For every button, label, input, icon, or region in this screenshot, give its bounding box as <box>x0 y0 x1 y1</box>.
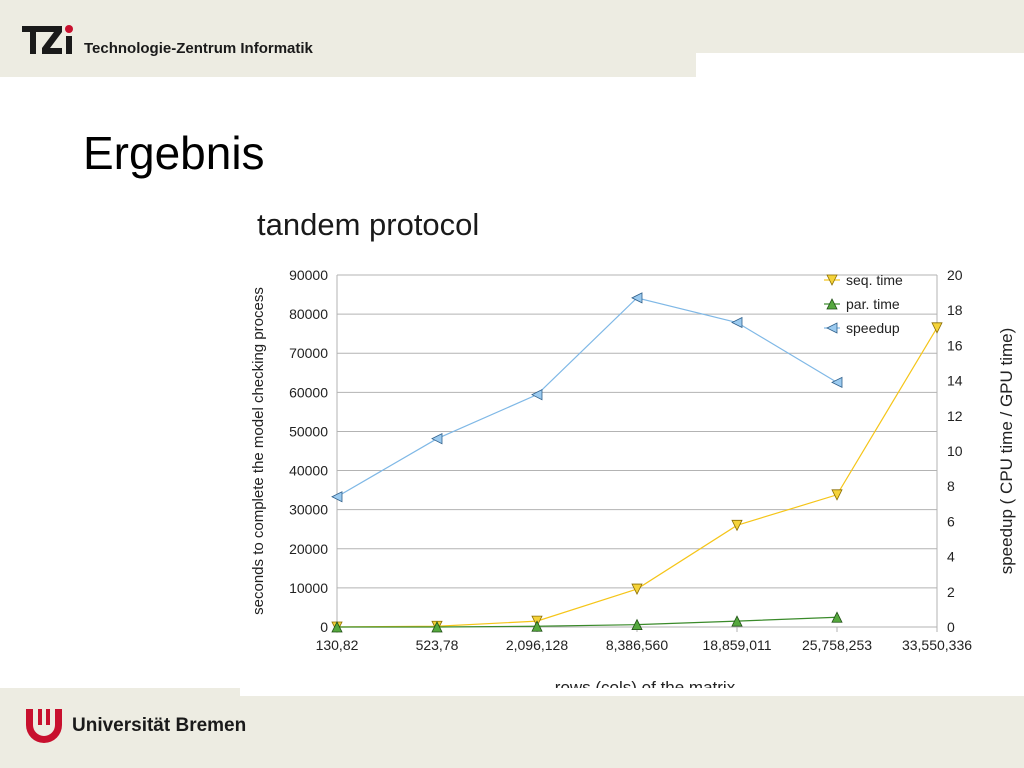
legend-label: par. time <box>846 296 900 312</box>
data-point-series-2 <box>431 621 443 633</box>
university-logo <box>26 709 62 743</box>
data-point-series-2 <box>631 618 643 631</box>
data-point-series-1 <box>931 322 943 334</box>
y-tick-label: 20000 <box>289 541 328 557</box>
y-tick-label: 10000 <box>289 580 328 596</box>
data-point-series-3 <box>531 389 543 401</box>
series-line-1 <box>336 327 938 628</box>
data-point-series-2 <box>331 621 343 633</box>
header-band-cutout <box>696 53 1024 77</box>
chart: 0 10000 20000 30000 40000 50000 60000 70000 8000… <box>250 267 1016 653</box>
x-tick-label: 33,550,336 <box>902 637 972 653</box>
y-tick-label: 90000 <box>289 267 328 283</box>
chart-title: tandem protocol <box>257 207 480 242</box>
y2-tick-label: 20 <box>947 267 963 283</box>
series-line-3 <box>336 297 838 498</box>
footer-band-cutout <box>240 688 1024 696</box>
y-tick-label: 60000 <box>289 384 328 400</box>
university-name: Universität Bremen <box>72 715 247 736</box>
data-point-series-2 <box>531 620 543 632</box>
data-point-series-3 <box>731 316 743 329</box>
data-point-series-3 <box>431 433 443 445</box>
y-tick-label: 70000 <box>289 345 328 361</box>
y2-tick-label: 12 <box>947 408 963 424</box>
legend-marker <box>826 322 838 334</box>
footer-band <box>0 688 1024 768</box>
y2-tick-label: 10 <box>947 443 963 459</box>
data-point-series-3 <box>331 491 343 503</box>
y2-tick-label: 16 <box>947 337 963 353</box>
data-point-series-2 <box>731 615 743 627</box>
data-point-series-2 <box>831 611 843 623</box>
legend-label: speedup <box>846 320 900 336</box>
y2-tick-label: 2 <box>947 584 955 600</box>
y2-axis-label: speedup ( CPU time / GPU time) <box>997 328 1016 575</box>
x-tick-label: 523,78 <box>416 637 459 653</box>
data-point-series-1 <box>631 583 643 595</box>
y2-tick-label: 6 <box>947 513 955 529</box>
data-point-series-1 <box>731 519 743 532</box>
x-tick-label: 18,859,011 <box>702 637 771 653</box>
data-point-series-1 <box>831 489 843 501</box>
x-tick-label: 25,758,253 <box>802 637 872 653</box>
y-tick-label: 50000 <box>289 423 328 439</box>
legend-marker <box>826 298 838 310</box>
y-axis-label: seconds to complete the model checking p… <box>250 287 267 615</box>
x-tick-label: 2,096,128 <box>506 637 568 653</box>
y-tick-label: 40000 <box>289 463 328 479</box>
y2-tick-label: 4 <box>947 549 955 565</box>
y-tick-label: 30000 <box>289 502 328 518</box>
slide-title: Ergebnis <box>83 127 265 179</box>
y2-tick-label: 14 <box>947 373 963 389</box>
legend-label: seq. time <box>846 272 903 288</box>
x-tick-label: 8,386,560 <box>606 637 668 653</box>
data-point-series-3 <box>831 376 843 389</box>
legend-marker <box>826 274 838 286</box>
y-tick-label: 80000 <box>289 306 328 322</box>
data-point-series-3 <box>631 292 643 304</box>
series-line-2 <box>337 616 838 628</box>
y-tick-label: 0 <box>320 619 328 635</box>
y2-tick-label: 0 <box>947 619 955 635</box>
x-tick-label: 130,82 <box>316 637 359 653</box>
y2-tick-label: 18 <box>947 302 963 318</box>
tzi-logo <box>22 25 73 54</box>
org-name: Technologie-Zentrum Informatik <box>84 40 313 57</box>
y2-tick-label: 8 <box>947 478 955 494</box>
